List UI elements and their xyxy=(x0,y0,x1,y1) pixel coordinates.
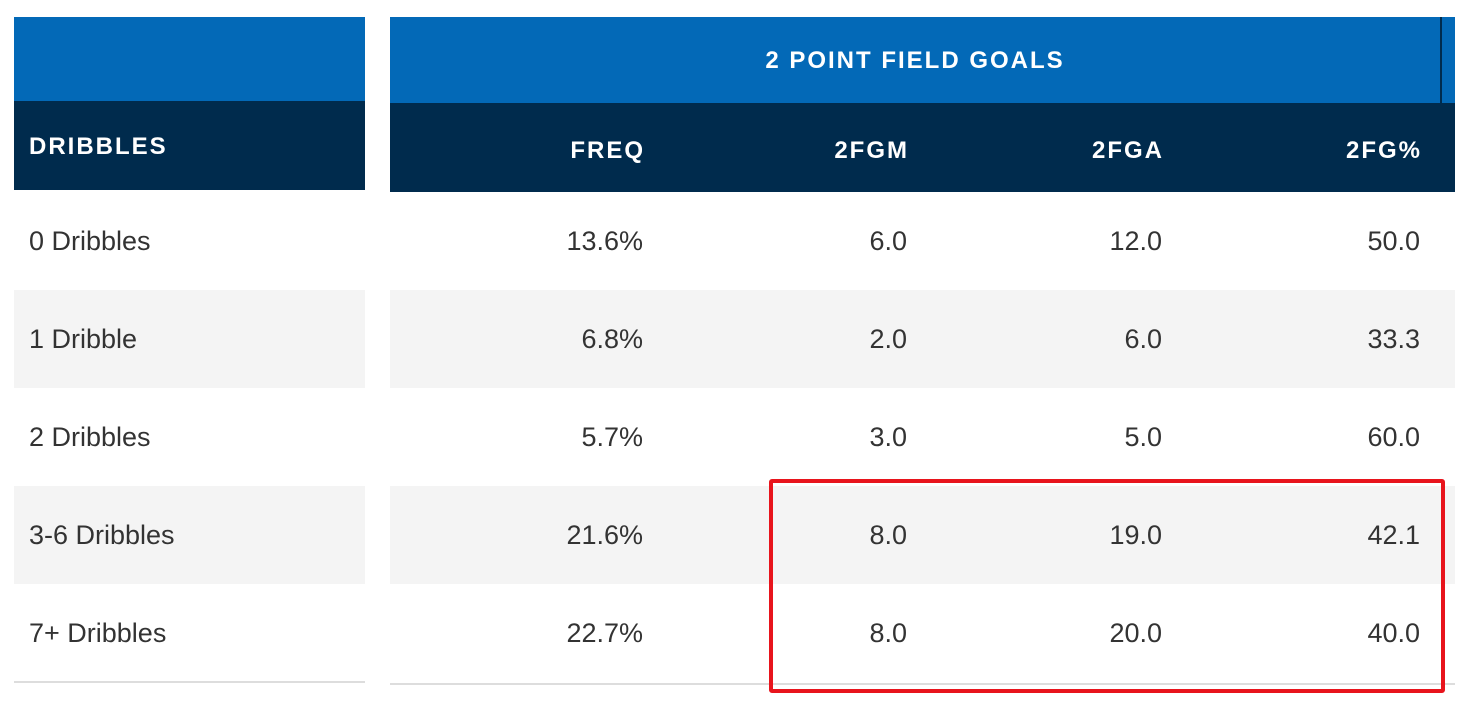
column-header-freq[interactable]: FREQ xyxy=(570,137,645,164)
table-row: 6.8% 2.0 6.0 33.3 xyxy=(390,290,1455,388)
cell-2fgm: 8.0 xyxy=(869,520,907,550)
highlight-box xyxy=(769,479,1445,693)
left-table-row: 0 Dribbles xyxy=(14,192,365,290)
table-row: 5.7% 3.0 5.0 60.0 xyxy=(390,388,1455,486)
cell-2fga: 5.0 xyxy=(1124,422,1162,452)
cell-2fga: 6.0 xyxy=(1124,324,1162,354)
column-header-2fga[interactable]: 2FGA xyxy=(1091,137,1164,164)
left-table-row: 1 Dribble xyxy=(14,290,365,388)
table-row: 21.6% 8.0 19.0 42.1 xyxy=(390,486,1455,584)
row-label: 1 Dribble xyxy=(29,324,138,354)
cell-2fga: 19.0 xyxy=(1109,520,1162,550)
cell-2fg-pct: 40.0 xyxy=(1367,618,1420,648)
cell-2fg-pct: 50.0 xyxy=(1367,226,1420,256)
cell-2fgm: 2.0 xyxy=(869,324,907,354)
table-row: 13.6% 6.0 12.0 50.0 xyxy=(390,192,1455,290)
left-column-header: DRIBBLES xyxy=(14,101,365,190)
row-label: 0 Dribbles xyxy=(29,226,151,256)
column-header-2fg-pct[interactable]: 2FG% xyxy=(1345,137,1422,164)
right-table-bottom-border xyxy=(390,683,1455,685)
left-table-row: 2 Dribbles xyxy=(14,388,365,486)
group-header: 2 POINT FIELD GOALS xyxy=(390,17,1455,103)
left-group-header xyxy=(14,17,365,101)
header-divider xyxy=(1440,17,1442,103)
cell-2fgm: 3.0 xyxy=(869,422,907,452)
cell-freq: 5.7% xyxy=(581,422,643,452)
column-header-dribbles[interactable]: DRIBBLES xyxy=(29,133,168,160)
table-row: 22.7% 8.0 20.0 40.0 xyxy=(390,584,1455,682)
cell-2fg-pct: 33.3 xyxy=(1367,324,1420,354)
left-table-row: 7+ Dribbles xyxy=(14,584,365,682)
column-header-row: FREQ 2FGM 2FGA 2FG% xyxy=(390,103,1455,192)
row-label: 3-6 Dribbles xyxy=(29,520,175,550)
cell-2fga: 20.0 xyxy=(1109,618,1162,648)
row-label: 2 Dribbles xyxy=(29,422,151,452)
cell-2fga: 12.0 xyxy=(1109,226,1162,256)
cell-freq: 13.6% xyxy=(566,226,643,256)
left-table-bottom-border xyxy=(14,681,365,683)
cell-2fg-pct: 42.1 xyxy=(1367,520,1420,550)
cell-2fgm: 6.0 xyxy=(869,226,907,256)
cell-freq: 21.6% xyxy=(566,520,643,550)
cell-freq: 6.8% xyxy=(581,324,643,354)
cell-2fg-pct: 60.0 xyxy=(1367,422,1420,452)
group-header-label: 2 POINT FIELD GOALS xyxy=(765,47,1065,74)
left-table-row: 3-6 Dribbles xyxy=(14,486,365,584)
cell-freq: 22.7% xyxy=(566,618,643,648)
column-header-2fgm[interactable]: 2FGM xyxy=(834,137,909,164)
cell-2fgm: 8.0 xyxy=(869,618,907,648)
row-label: 7+ Dribbles xyxy=(29,618,167,648)
